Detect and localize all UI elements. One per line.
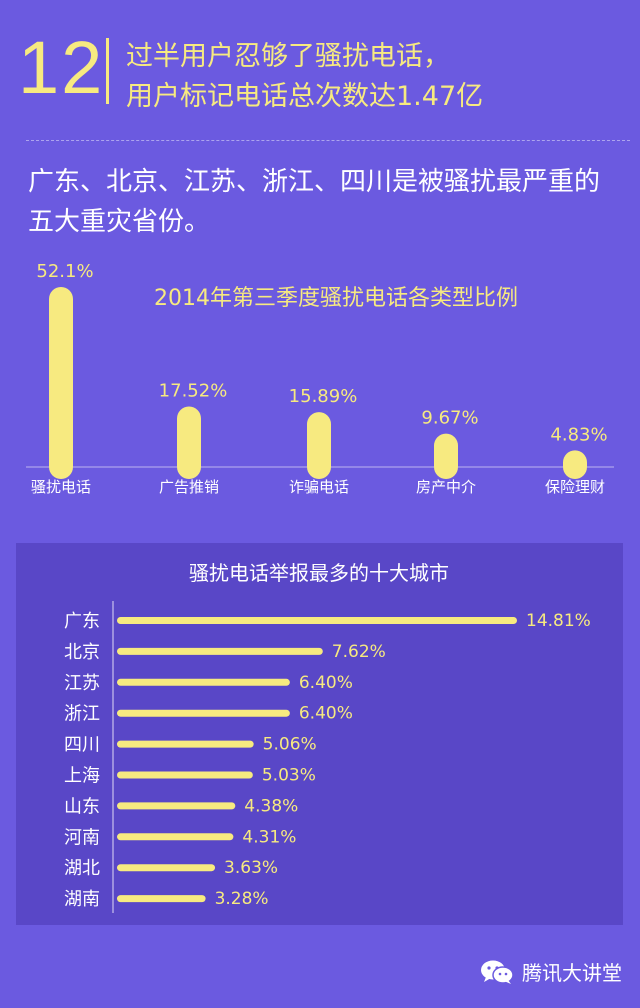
chart2-category-label: 湖南: [64, 889, 100, 910]
headline-line-1: 过半用户忍够了骚扰电话，: [126, 41, 450, 72]
chart1-value-label: 9.67%: [421, 408, 478, 429]
chart1-bar: [434, 433, 458, 479]
chart1-value-label: 17.52%: [159, 380, 228, 401]
chart2-value-label: 3.63%: [224, 858, 278, 878]
chart2-value-label: 14.81%: [526, 611, 591, 631]
type-ratio-chart: 2014年第三季度骚扰电话各类型比例 52.1% 骚扰电话 17.52% 广告推销 15.…: [26, 261, 614, 496]
chart2-bar: [117, 709, 290, 717]
city-chart-panel: [16, 543, 623, 925]
chart1-bar: [563, 450, 587, 479]
chart2-value-label: 3.28%: [215, 889, 269, 909]
chart1-value-label: 4.83%: [550, 424, 607, 445]
chart2-value-label: 4.31%: [242, 827, 296, 847]
chart1-bar: [307, 412, 331, 479]
chart2-category-label: 四川: [64, 735, 100, 756]
chart2-bar: [117, 895, 206, 903]
chart2-value-label: 6.40%: [299, 704, 353, 724]
headline-line-2: 用户标记电话总次数达1.47亿: [126, 81, 484, 112]
chart2-bar: [117, 864, 216, 872]
chart2-category-label: 浙江: [64, 704, 100, 725]
chart2-category-label: 湖北: [64, 858, 100, 879]
chart2-value-label: 5.06%: [263, 735, 317, 755]
chart2-category-label: 上海: [64, 766, 100, 787]
chart2-value-label: 5.03%: [262, 766, 316, 786]
top-cities-chart: 骚扰电话举报最多的十大城市 14.81% 广东 7.62% 北京 6.40% 江苏 6.40%…: [64, 561, 591, 913]
chart1-value-label: 15.89%: [289, 386, 358, 407]
number-divider: [106, 38, 109, 104]
chart2-category-label: 山东: [64, 796, 100, 817]
intro-text: 广东、北京、江苏、浙江、四川是被骚扰最严重的五大重灾省份。: [28, 167, 601, 237]
chart2-bar: [117, 802, 236, 810]
chart2-bar: [117, 771, 253, 779]
footer: 腾讯大讲堂: [480, 957, 622, 986]
chart1-category-label: 保险理财: [545, 478, 605, 496]
chart1-category-label: 骚扰电话: [31, 478, 91, 496]
chart2-title: 骚扰电话举报最多的十大城市: [189, 561, 449, 585]
chart2-bar: [117, 617, 517, 624]
chart2-value-label: 4.38%: [244, 796, 298, 816]
section-number: 12: [18, 26, 105, 109]
footer-brand: 腾讯大讲堂: [522, 961, 622, 985]
chart2-category-label: 江苏: [64, 673, 100, 694]
chart1-bar: [177, 406, 201, 479]
chart2-bar: [117, 833, 234, 841]
dashed-separator: [26, 140, 630, 141]
chart2-bar: [117, 647, 323, 655]
chart2-category-label: 北京: [64, 642, 100, 663]
chart1-category-label: 房产中介: [416, 478, 476, 496]
chart2-bar: [117, 740, 254, 748]
chart1-category-label: 诈骗电话: [289, 478, 349, 496]
wechat-icon: [481, 960, 514, 984]
chart1-title: 2014年第三季度骚扰电话各类型比例: [154, 286, 518, 311]
chart1-bar: [49, 287, 73, 479]
header: 12 过半用户忍够了骚扰电话， 用户标记电话总次数达1.47亿: [0, 0, 640, 130]
chart1-value-label: 52.1%: [36, 261, 93, 282]
chart2-value-label: 7.62%: [332, 642, 386, 662]
chart2-bar: [117, 678, 290, 686]
chart2-category-label: 河南: [64, 827, 100, 848]
chart2-category-label: 广东: [64, 611, 100, 632]
chart1-category-label: 广告推销: [159, 478, 219, 496]
chart2-value-label: 6.40%: [299, 673, 353, 693]
